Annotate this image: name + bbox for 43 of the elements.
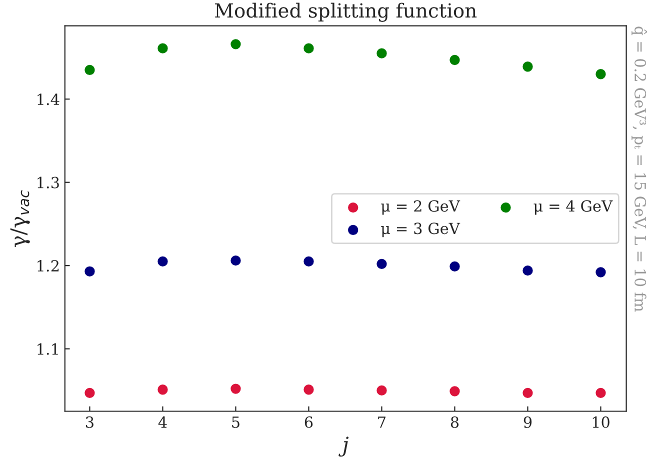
point: [304, 256, 314, 267]
point: [522, 388, 533, 398]
legend-label: μ = 4 GeV: [534, 200, 613, 215]
x-tick-label: 6: [304, 416, 313, 428]
point: [158, 43, 168, 54]
point: [376, 258, 387, 269]
x-tick-label: 7: [378, 416, 386, 428]
chart-title: Modified splitting function: [215, 2, 477, 22]
point: [522, 265, 533, 276]
point: [158, 384, 168, 395]
x-axis-title: j: [338, 436, 349, 457]
legend-label: μ = 2 GeV: [381, 200, 460, 215]
text: q̂ = 0.2 GeV³, pₜ = 15 GeV, L = 10 fm: [632, 26, 647, 312]
point: [230, 384, 241, 394]
point: [230, 256, 241, 266]
point: [596, 69, 606, 80]
x-tick-label: 4: [158, 416, 167, 428]
point: [450, 386, 460, 396]
point: [450, 54, 460, 66]
y-tick-label: 1.1: [38, 343, 58, 355]
point: [230, 39, 241, 50]
point: [596, 267, 606, 278]
x-tick-label: 3: [86, 416, 94, 428]
point: [84, 266, 95, 276]
y-tick-label: 1.2: [38, 260, 59, 272]
point: [158, 256, 168, 267]
point: [304, 384, 314, 395]
point: [596, 388, 606, 398]
point: [84, 388, 95, 398]
point: [522, 62, 533, 72]
point: [376, 48, 387, 58]
y-tick-label: 1.4: [38, 94, 60, 106]
point: [304, 43, 314, 54]
point: [84, 64, 95, 76]
x-tick-label: 9: [524, 416, 532, 428]
y-tick-label: 1.3: [38, 176, 59, 188]
point: [376, 385, 387, 396]
y-axis-title: γ/γ$_{vac}$: [10, 190, 30, 247]
x-tick-label: 5: [232, 416, 240, 428]
legend-label: μ = 3 GeV: [381, 222, 460, 238]
x-tick-label: 8: [450, 416, 459, 428]
x-tick-label: 10: [592, 416, 610, 428]
point: [450, 261, 460, 272]
